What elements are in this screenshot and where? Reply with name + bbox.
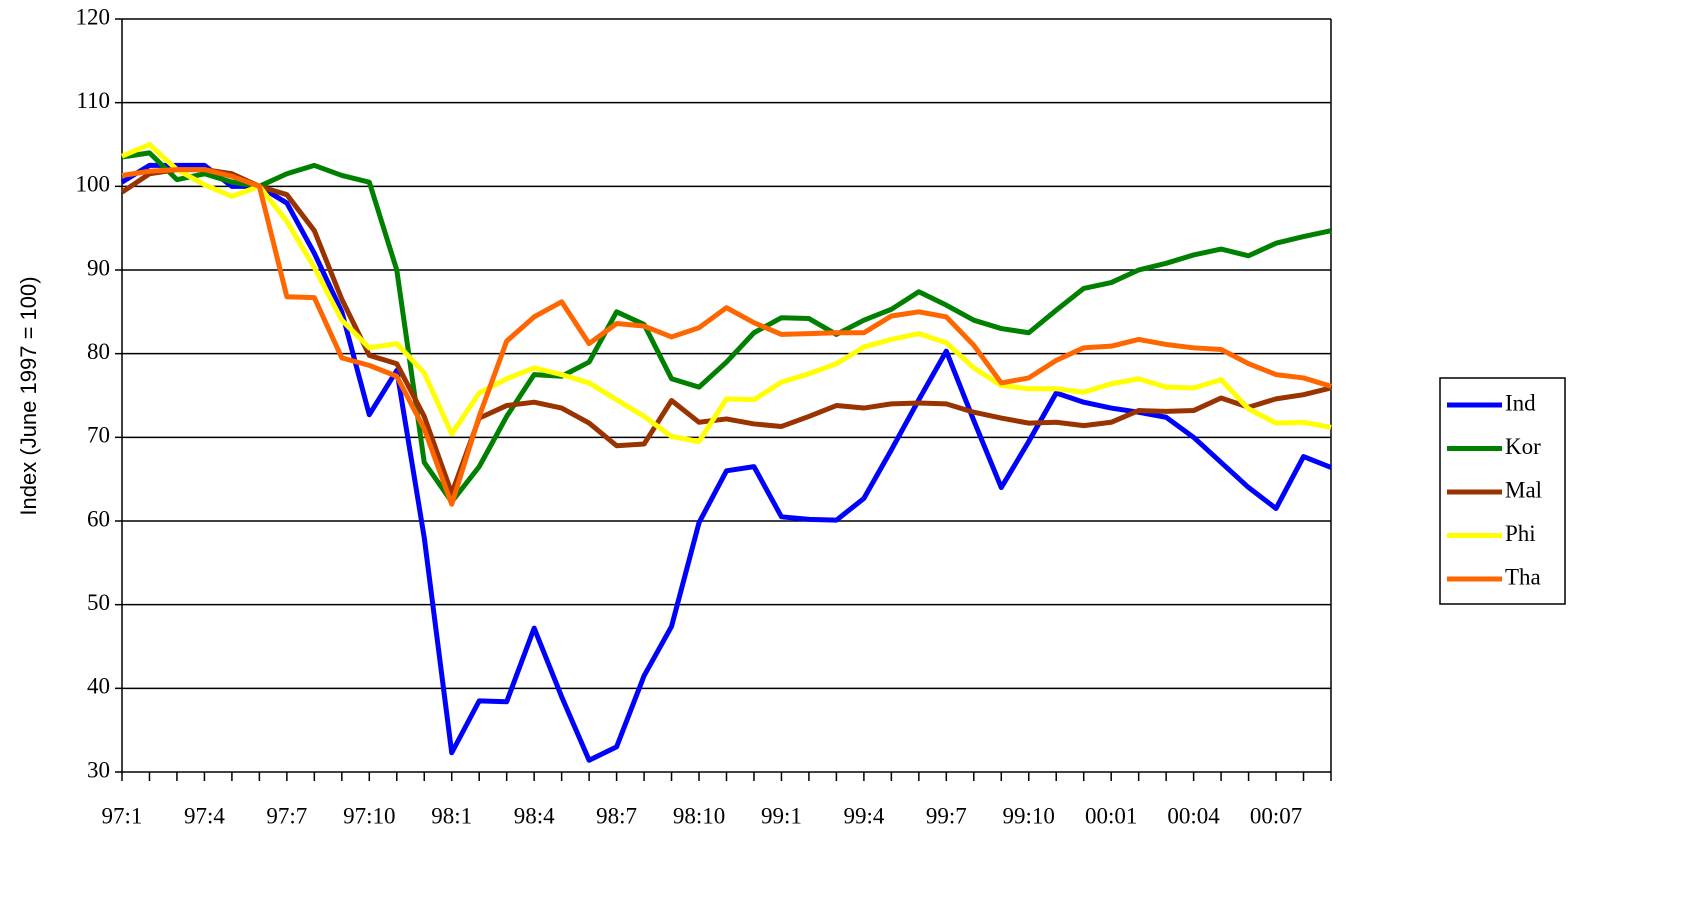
x-tick-label: 97:10 — [343, 803, 395, 828]
y-tick-label: 70 — [87, 423, 110, 448]
x-tick-label: 97:7 — [266, 803, 307, 828]
legend-label: Ind — [1505, 390, 1536, 415]
y-tick-label: 40 — [87, 674, 110, 699]
y-axis-title: Index (June 1997 = 100) — [16, 276, 41, 515]
x-tick-label: 98:10 — [673, 803, 725, 828]
y-tick-label: 50 — [87, 590, 110, 615]
x-tick-label: 99:1 — [761, 803, 802, 828]
y-tick-label: 80 — [87, 339, 110, 364]
y-tick-label: 30 — [87, 757, 110, 782]
y-tick-label: 100 — [76, 172, 111, 197]
x-tick-label: 00:04 — [1167, 803, 1220, 828]
line-series — [120, 162, 1332, 763]
y-tick-label: 120 — [76, 4, 111, 29]
legend-label: Kor — [1505, 434, 1541, 459]
y-tick-label: 60 — [87, 506, 110, 531]
line-series — [121, 167, 1332, 507]
x-tick-label: 98:1 — [431, 803, 472, 828]
x-tick-label: 00:01 — [1085, 803, 1137, 828]
line-series — [121, 150, 1332, 505]
y-tick-label: 110 — [76, 88, 110, 113]
x-tick-label: 99:7 — [926, 803, 967, 828]
x-tick-label: 99:4 — [843, 803, 884, 828]
x-tick-label: 97:4 — [184, 803, 225, 828]
x-tick-label: 98:4 — [514, 803, 555, 828]
legend-label: Mal — [1505, 477, 1542, 502]
x-tick-label: 97:1 — [102, 803, 143, 828]
y-tick-label: 90 — [87, 255, 110, 280]
x-tick-label: 00:07 — [1250, 803, 1302, 828]
line-series — [121, 142, 1332, 445]
legend-label: Phi — [1505, 521, 1536, 546]
x-tick-label: 99:10 — [1003, 803, 1055, 828]
legend-label: Tha — [1505, 564, 1541, 589]
line-series — [120, 167, 1332, 496]
x-tick-label: 98:7 — [596, 803, 637, 828]
